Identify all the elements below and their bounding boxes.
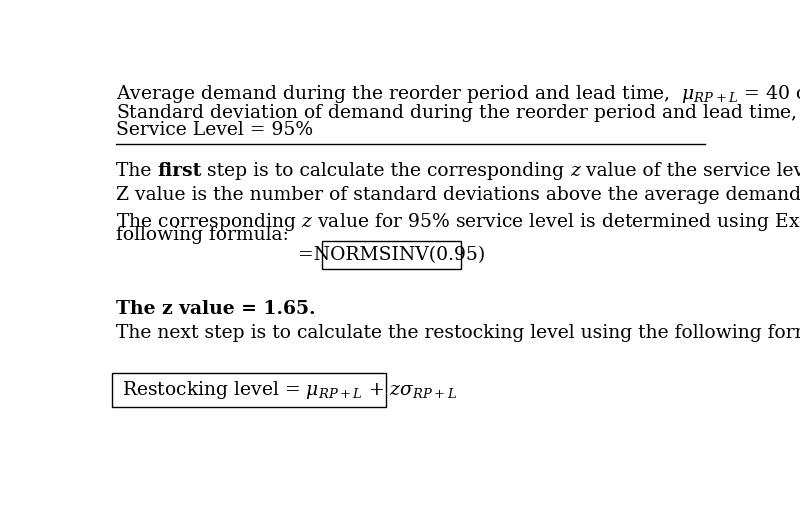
Text: step is to calculate the corresponding: step is to calculate the corresponding bbox=[202, 161, 570, 179]
Text: The: The bbox=[115, 161, 157, 179]
Text: Service Level = 95%: Service Level = 95% bbox=[115, 122, 313, 139]
Text: The next step is to calculate the restocking level using the following formula:: The next step is to calculate the restoc… bbox=[115, 325, 800, 342]
Text: Z value is the number of standard deviations above the average demand.: Z value is the number of standard deviat… bbox=[115, 186, 800, 204]
Text: The corresponding $z$ value for 95% service level is determined using Excel usin: The corresponding $z$ value for 95% serv… bbox=[115, 210, 800, 232]
Text: Average demand during the reorder period and lead time,  $\mu_{RP+L}$ = 40 cuffs: Average demand during the reorder period… bbox=[115, 84, 800, 105]
FancyBboxPatch shape bbox=[322, 240, 461, 269]
Text: following formula:: following formula: bbox=[115, 226, 288, 245]
Text: Restocking level = $\mu_{RP+L}$ + $z\sigma_{RP+L}$: Restocking level = $\mu_{RP+L}$ + $z\sig… bbox=[122, 379, 457, 401]
Text: The z value = 1.65.: The z value = 1.65. bbox=[115, 300, 315, 318]
Text: Standard deviation of demand during the reorder period and lead time,  $\sigma_{: Standard deviation of demand during the … bbox=[115, 103, 800, 125]
Text: first: first bbox=[157, 161, 202, 179]
Text: z: z bbox=[570, 161, 580, 179]
FancyBboxPatch shape bbox=[112, 373, 386, 407]
Text: =NORMSINV(0.95): =NORMSINV(0.95) bbox=[298, 246, 485, 264]
Text: value of the service level.: value of the service level. bbox=[580, 161, 800, 179]
